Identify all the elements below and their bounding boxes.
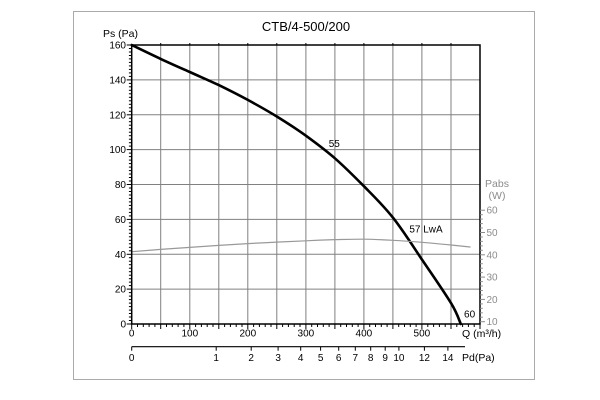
bottom-axis-tick-label: 100 [181,329,198,340]
left-axis-tick-label: 100 [109,145,126,156]
pd-axis-tick-label: 7 [353,353,359,364]
pd-axis-tick-label: 3 [275,353,281,364]
right-axis-tick-label: 60 [487,206,499,217]
left-axis-tick-label: 80 [115,180,127,191]
curve-annotations: 55 57 LwA 60 [329,139,476,321]
gridlines [131,45,480,324]
bottom-axis-tick-label: 200 [239,329,256,340]
sound-level-annotation: 57 LwA [409,225,443,236]
left-axis-tick-label: 120 [109,110,126,121]
left-axis-title: Ps (Pa) [103,28,138,40]
left-axis-tick-label: 20 [115,285,127,296]
right-axis-title-line2: (W) [489,190,506,202]
left-axis-tick-label: 60 [115,215,127,226]
data-curves [130,43,471,326]
bottom-axis-title: Q (m³/h) [462,328,501,340]
left-axis-tick-label: 40 [115,250,127,261]
left-axis-tick-label: 140 [109,75,126,86]
pd-axis-tick-label: 1 [213,353,219,364]
right-axis-title-line1: Pabs [485,178,509,190]
right-axis-tick-label: 20 [487,295,499,306]
bottom-axis-tick-label: 300 [298,329,315,340]
bottom-axis-tick-label: 0 [129,329,135,340]
left-axis-tick-label: 0 [120,320,126,331]
chart-title: CTB/4-500/200 [262,19,350,34]
pd-axis-tick-label: 2 [248,353,254,364]
pd-axis-title: Pd(Pa) [462,352,495,364]
axis-ticks [126,43,485,351]
pd-axis-tick-label: 0 [129,353,135,364]
left-axis-tick-label: 160 [109,41,126,52]
sound-level-annotation: 55 [329,139,341,150]
bottom-axis-tick-label: 500 [414,329,431,340]
bottom-axis-tick-label: 400 [356,329,373,340]
pd-axis-tick-label: 9 [382,353,388,364]
right-axis-tick-label: 10 [487,317,499,328]
pd-axis-tick-label: 5 [318,353,324,364]
pd-axis-tick-label: 4 [298,353,304,364]
right-axis-tick-label: 40 [487,250,499,261]
pressure-curve [130,43,463,326]
right-axis-tick-label: 30 [487,273,499,284]
pd-axis-tick-label: 8 [368,353,374,364]
pd-axis-tick-label: 10 [393,353,405,364]
pd-axis-tick-label: 14 [442,353,454,364]
right-axis-tick-label: 50 [487,228,499,239]
pd-axis-tick-label: 12 [419,353,431,364]
sound-level-annotation: 60 [464,310,476,321]
pd-axis-tick-label: 6 [336,353,342,364]
power-curve [131,238,471,253]
